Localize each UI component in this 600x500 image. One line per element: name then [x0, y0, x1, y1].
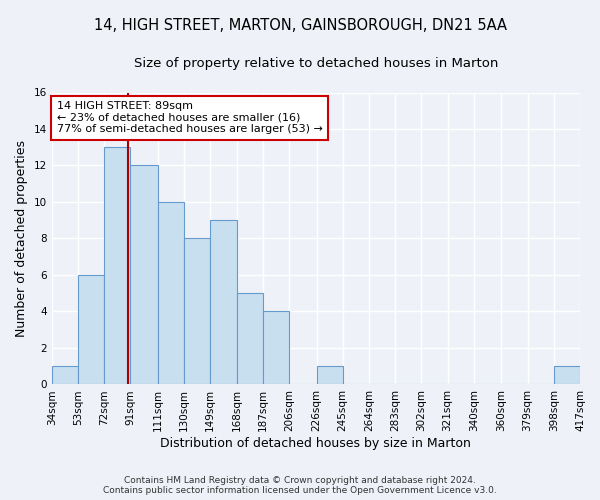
Bar — [317, 366, 343, 384]
Bar — [104, 147, 130, 384]
Bar — [130, 166, 158, 384]
X-axis label: Distribution of detached houses by size in Marton: Distribution of detached houses by size … — [160, 437, 471, 450]
Bar — [158, 202, 184, 384]
Y-axis label: Number of detached properties: Number of detached properties — [15, 140, 28, 337]
Text: Contains HM Land Registry data © Crown copyright and database right 2024.
Contai: Contains HM Land Registry data © Crown c… — [103, 476, 497, 495]
Bar — [211, 220, 236, 384]
Bar — [236, 293, 263, 384]
Bar — [184, 238, 211, 384]
Bar — [78, 275, 104, 384]
Title: Size of property relative to detached houses in Marton: Size of property relative to detached ho… — [134, 58, 498, 70]
Bar — [554, 366, 580, 384]
Text: 14, HIGH STREET, MARTON, GAINSBOROUGH, DN21 5AA: 14, HIGH STREET, MARTON, GAINSBOROUGH, D… — [94, 18, 506, 32]
Bar — [263, 312, 289, 384]
Text: 14 HIGH STREET: 89sqm
← 23% of detached houses are smaller (16)
77% of semi-deta: 14 HIGH STREET: 89sqm ← 23% of detached … — [57, 102, 323, 134]
Bar — [52, 366, 78, 384]
